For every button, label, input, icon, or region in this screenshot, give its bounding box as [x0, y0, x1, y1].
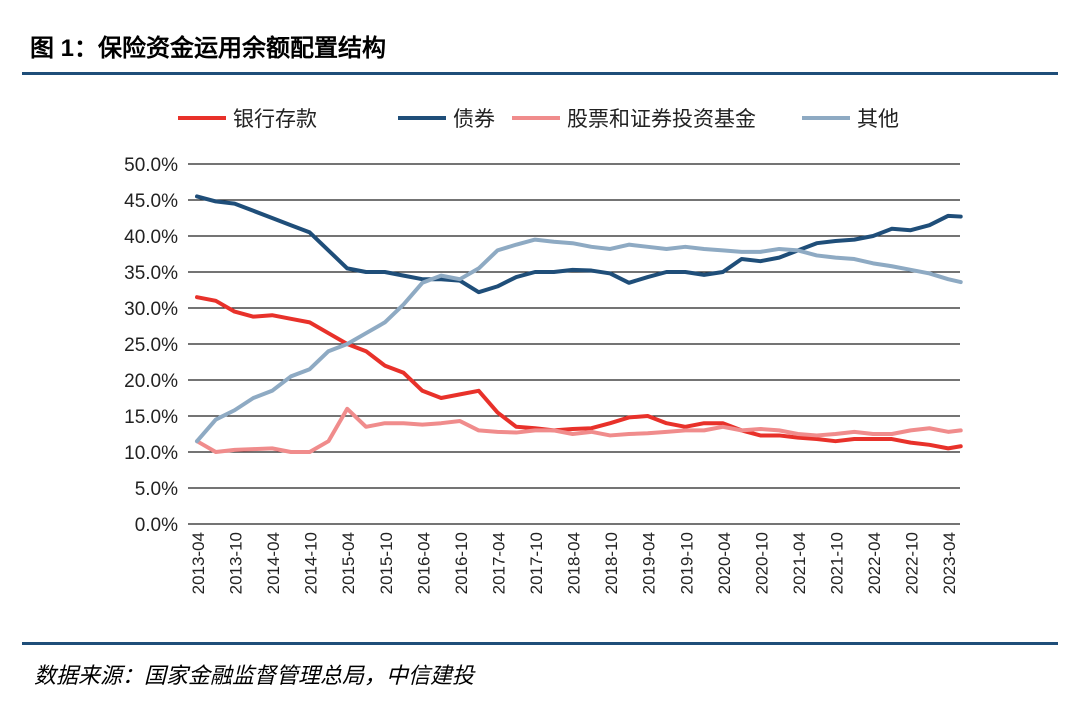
figure-title: 图 1：保险资金运用余额配置结构 [30, 35, 387, 62]
y-tick-label: 20.0% [124, 371, 178, 392]
x-tick-label: 2019-10 [677, 532, 696, 594]
y-tick-label: 15.0% [124, 407, 178, 428]
x-tick-label: 2021-10 [828, 532, 847, 594]
x-tick-label: 2013-04 [189, 532, 208, 594]
y-tick-label: 35.0% [124, 263, 178, 284]
legend-label: 债券 [453, 107, 495, 131]
x-tick-label: 2016-10 [452, 532, 471, 594]
y-tick-label: 45.0% [124, 191, 178, 212]
x-tick-label: 2020-04 [715, 532, 734, 594]
legend-label: 银行存款 [233, 107, 317, 131]
x-tick-label: 2017-04 [489, 532, 508, 594]
x-tick-label: 2016-04 [414, 532, 433, 594]
series-line-1 [195, 194, 963, 295]
x-tick-label: 2015-10 [377, 532, 396, 594]
series-line-2 [195, 406, 963, 454]
x-tick-label: 2020-10 [752, 532, 771, 594]
x-tick-label: 2022-10 [903, 532, 922, 594]
y-tick-label: 40.0% [124, 227, 178, 248]
series-line-3 [195, 237, 963, 444]
series-line-0 [195, 295, 963, 451]
x-tick-label: 2019-04 [640, 532, 659, 594]
y-tick-label: 25.0% [124, 335, 178, 356]
x-tick-label: 2021-04 [790, 532, 809, 594]
x-tick-label: 2014-04 [264, 532, 283, 594]
source-note: 数据来源：国家金融监督管理总局，中信建投 [34, 663, 475, 688]
x-tick-label: 2018-04 [565, 532, 584, 594]
y-tick-label: 0.0% [135, 515, 178, 536]
legend-label: 其他 [857, 107, 899, 131]
x-tick-label: 2014-10 [302, 532, 321, 594]
bottom-divider [22, 642, 1058, 645]
y-tick-label: 5.0% [135, 479, 178, 500]
y-tick-label: 10.0% [124, 443, 178, 464]
x-tick-label: 2018-10 [602, 532, 621, 594]
x-tick-label: 2022-04 [865, 532, 884, 594]
legend-label: 股票和证券投资基金 [567, 107, 756, 131]
x-tick-label: 2017-10 [527, 532, 546, 594]
y-tick-label: 50.0% [124, 155, 178, 176]
top-divider [22, 72, 1058, 75]
x-tick-label: 2013-10 [227, 532, 246, 594]
x-tick-label: 2015-04 [339, 532, 358, 594]
x-tick-label: 2023-04 [940, 532, 959, 594]
y-tick-label: 30.0% [124, 299, 178, 320]
